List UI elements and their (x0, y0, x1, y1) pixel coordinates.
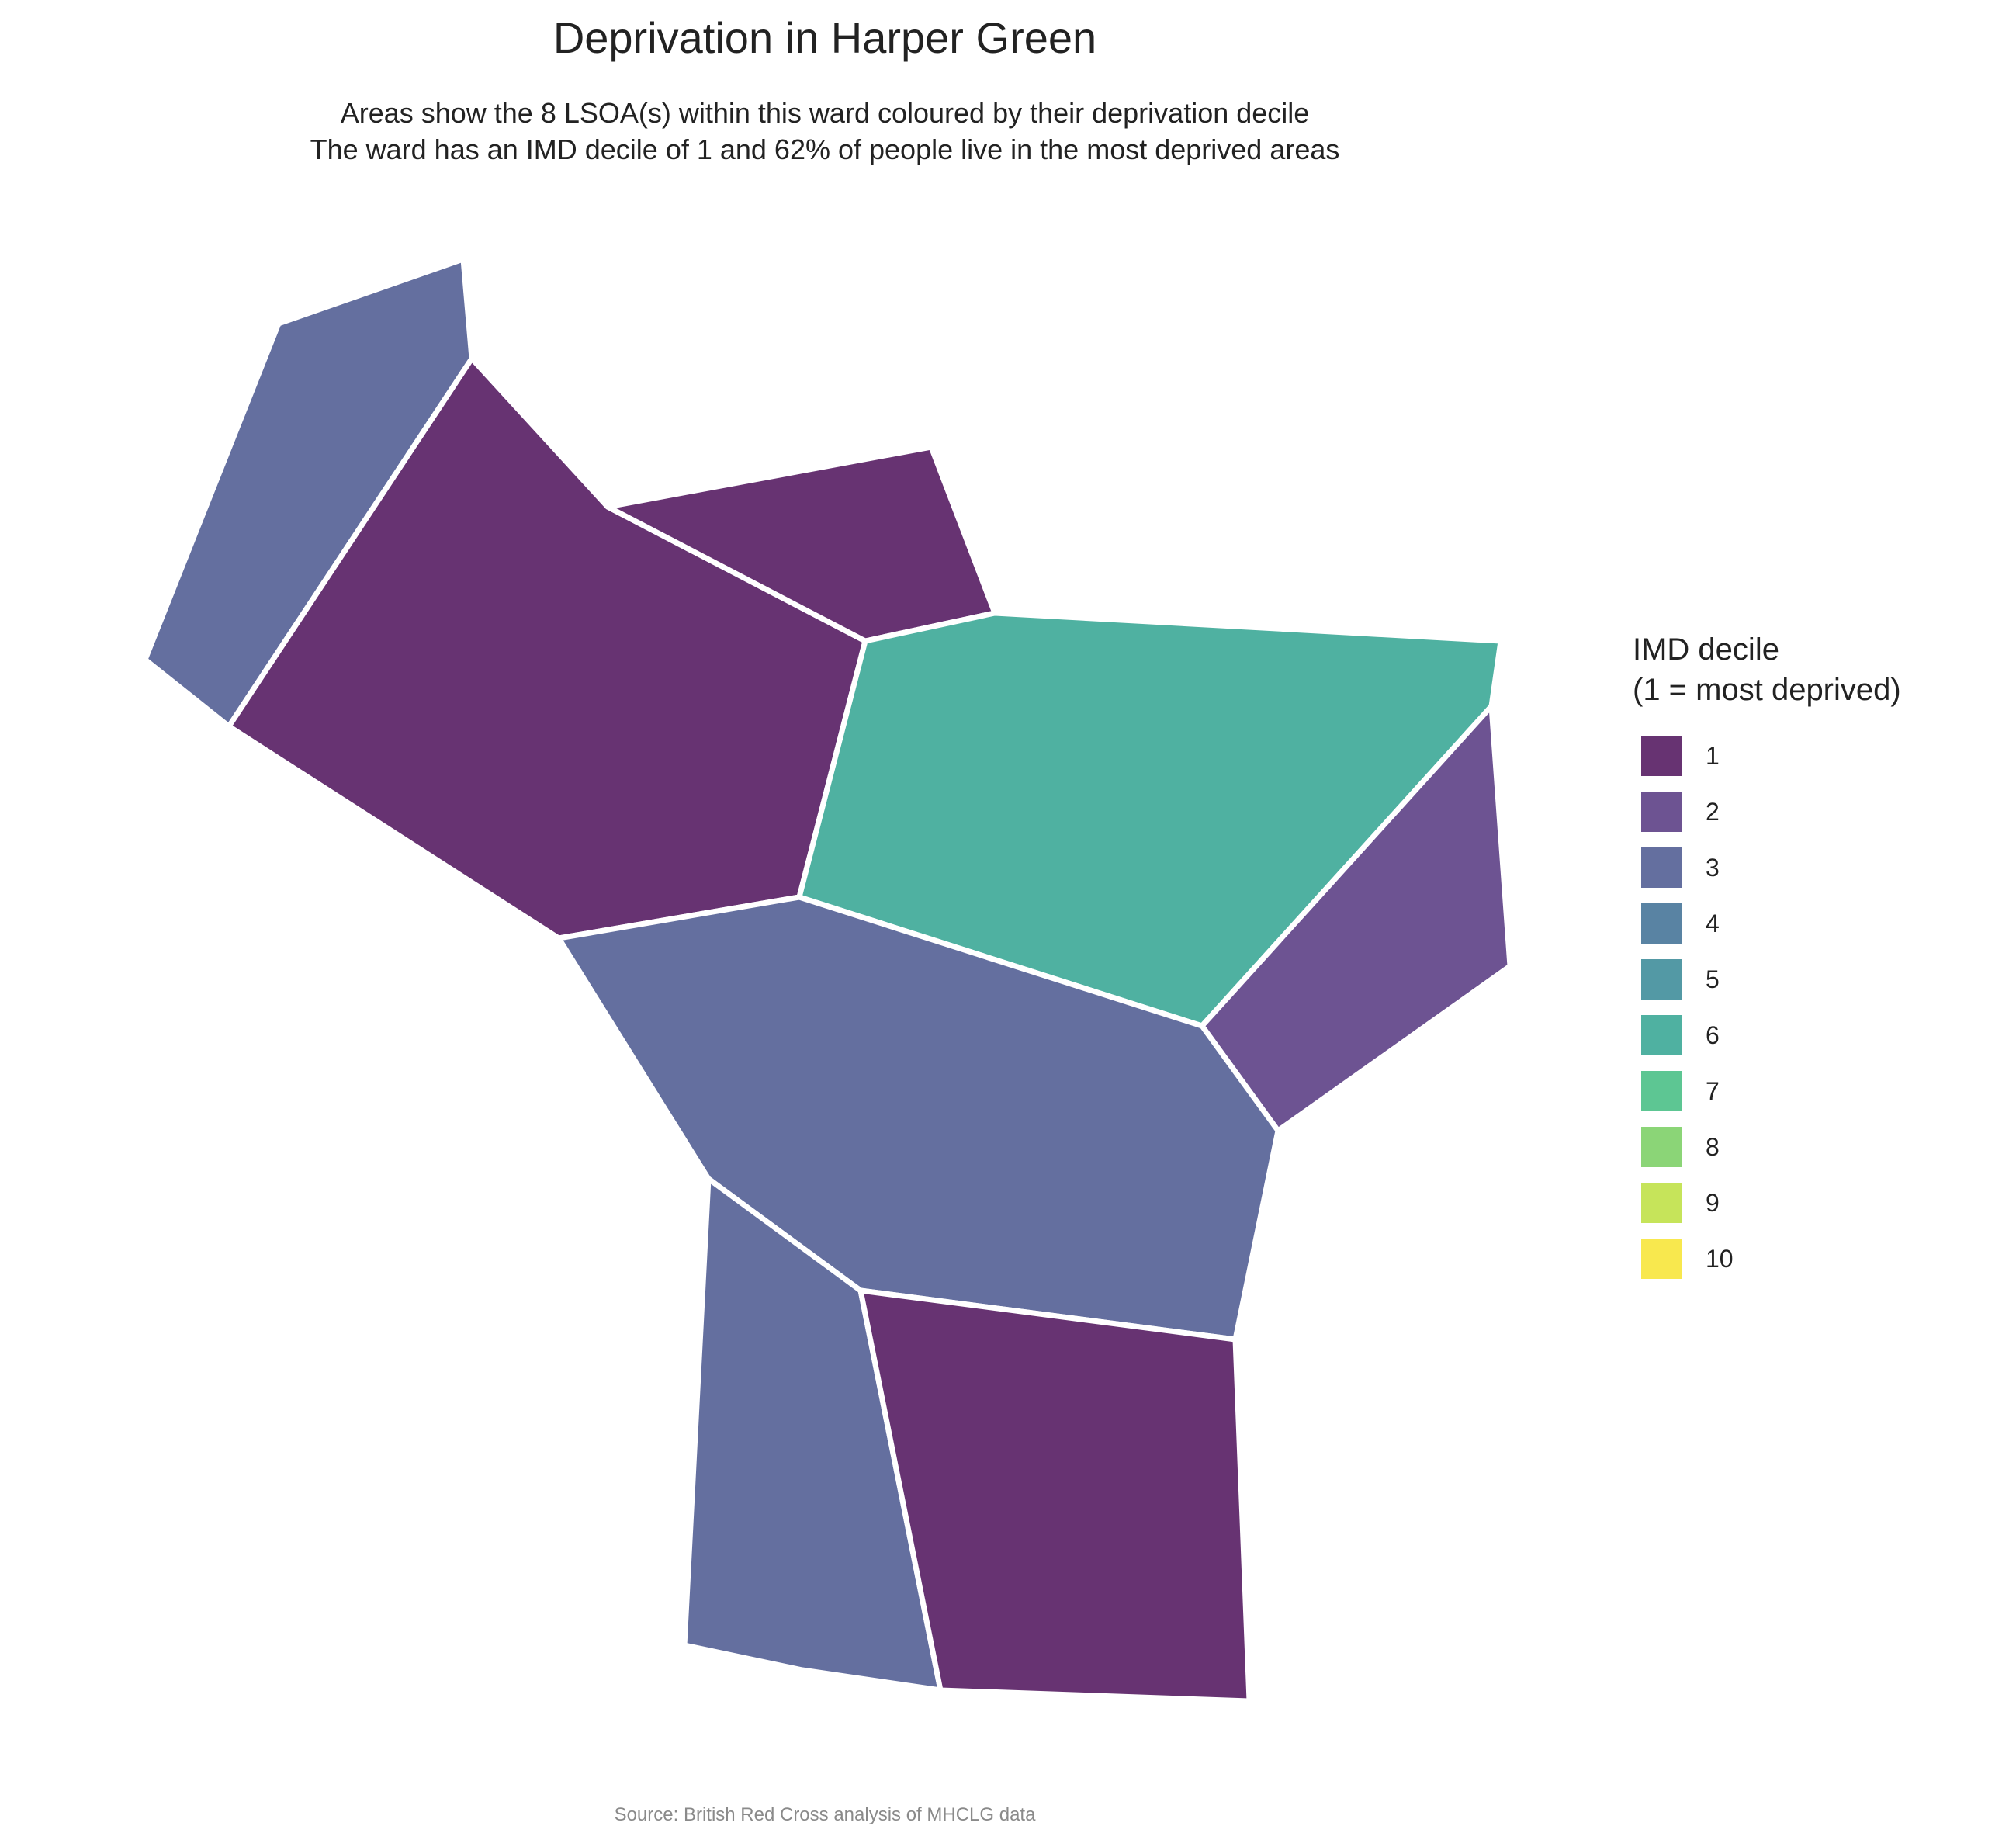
lsoa-areas (142, 256, 1513, 1704)
legend-label-6: 6 (1706, 1021, 1720, 1049)
map-subtitle-line-1: Areas show the 8 LSOA(s) within this war… (341, 97, 1310, 129)
legend-key-8 (1641, 1127, 1682, 1167)
legend-label-3: 3 (1706, 854, 1720, 882)
map-subtitle-line-2: The ward has an IMD decile of 1 and 62% … (310, 133, 1340, 165)
legend-key-1 (1641, 736, 1682, 776)
legend-label-10: 10 (1706, 1245, 1734, 1273)
legend-label-1: 1 (1706, 742, 1720, 770)
lsoa-area-sw (681, 1176, 944, 1693)
legend-label-5: 5 (1706, 965, 1720, 993)
map-title: Deprivation in Harper Green (553, 13, 1096, 62)
lsoa-area-nw (142, 256, 475, 729)
legend: IMD decile (1 = most deprived) 1 2 3 4 5 6 7 8 9… (1633, 632, 1901, 1279)
legend-key-5 (1641, 959, 1682, 1000)
legend-key-10 (1641, 1239, 1682, 1279)
legend-key-2 (1641, 792, 1682, 832)
legend-key-9 (1641, 1183, 1682, 1223)
legend-label-7: 7 (1706, 1077, 1720, 1105)
legend-label-8: 8 (1706, 1133, 1720, 1161)
legend-key-7 (1641, 1071, 1682, 1111)
legend-label-9: 9 (1706, 1189, 1720, 1217)
lsoa-area-s (857, 1287, 1252, 1704)
legend-label-4: 4 (1706, 910, 1720, 937)
legend-items: 1 2 3 4 5 6 7 8 9 10 (1641, 736, 1734, 1279)
legend-label-2: 2 (1706, 798, 1720, 826)
legend-key-3 (1641, 847, 1682, 888)
source-caption: Source: British Red Cross analysis of MH… (615, 1804, 1037, 1825)
legend-title-line-1: IMD decile (1633, 632, 1779, 667)
legend-key-6 (1641, 1015, 1682, 1055)
legend-key-4 (1641, 903, 1682, 944)
legend-title-line-2: (1 = most deprived) (1633, 673, 1901, 707)
